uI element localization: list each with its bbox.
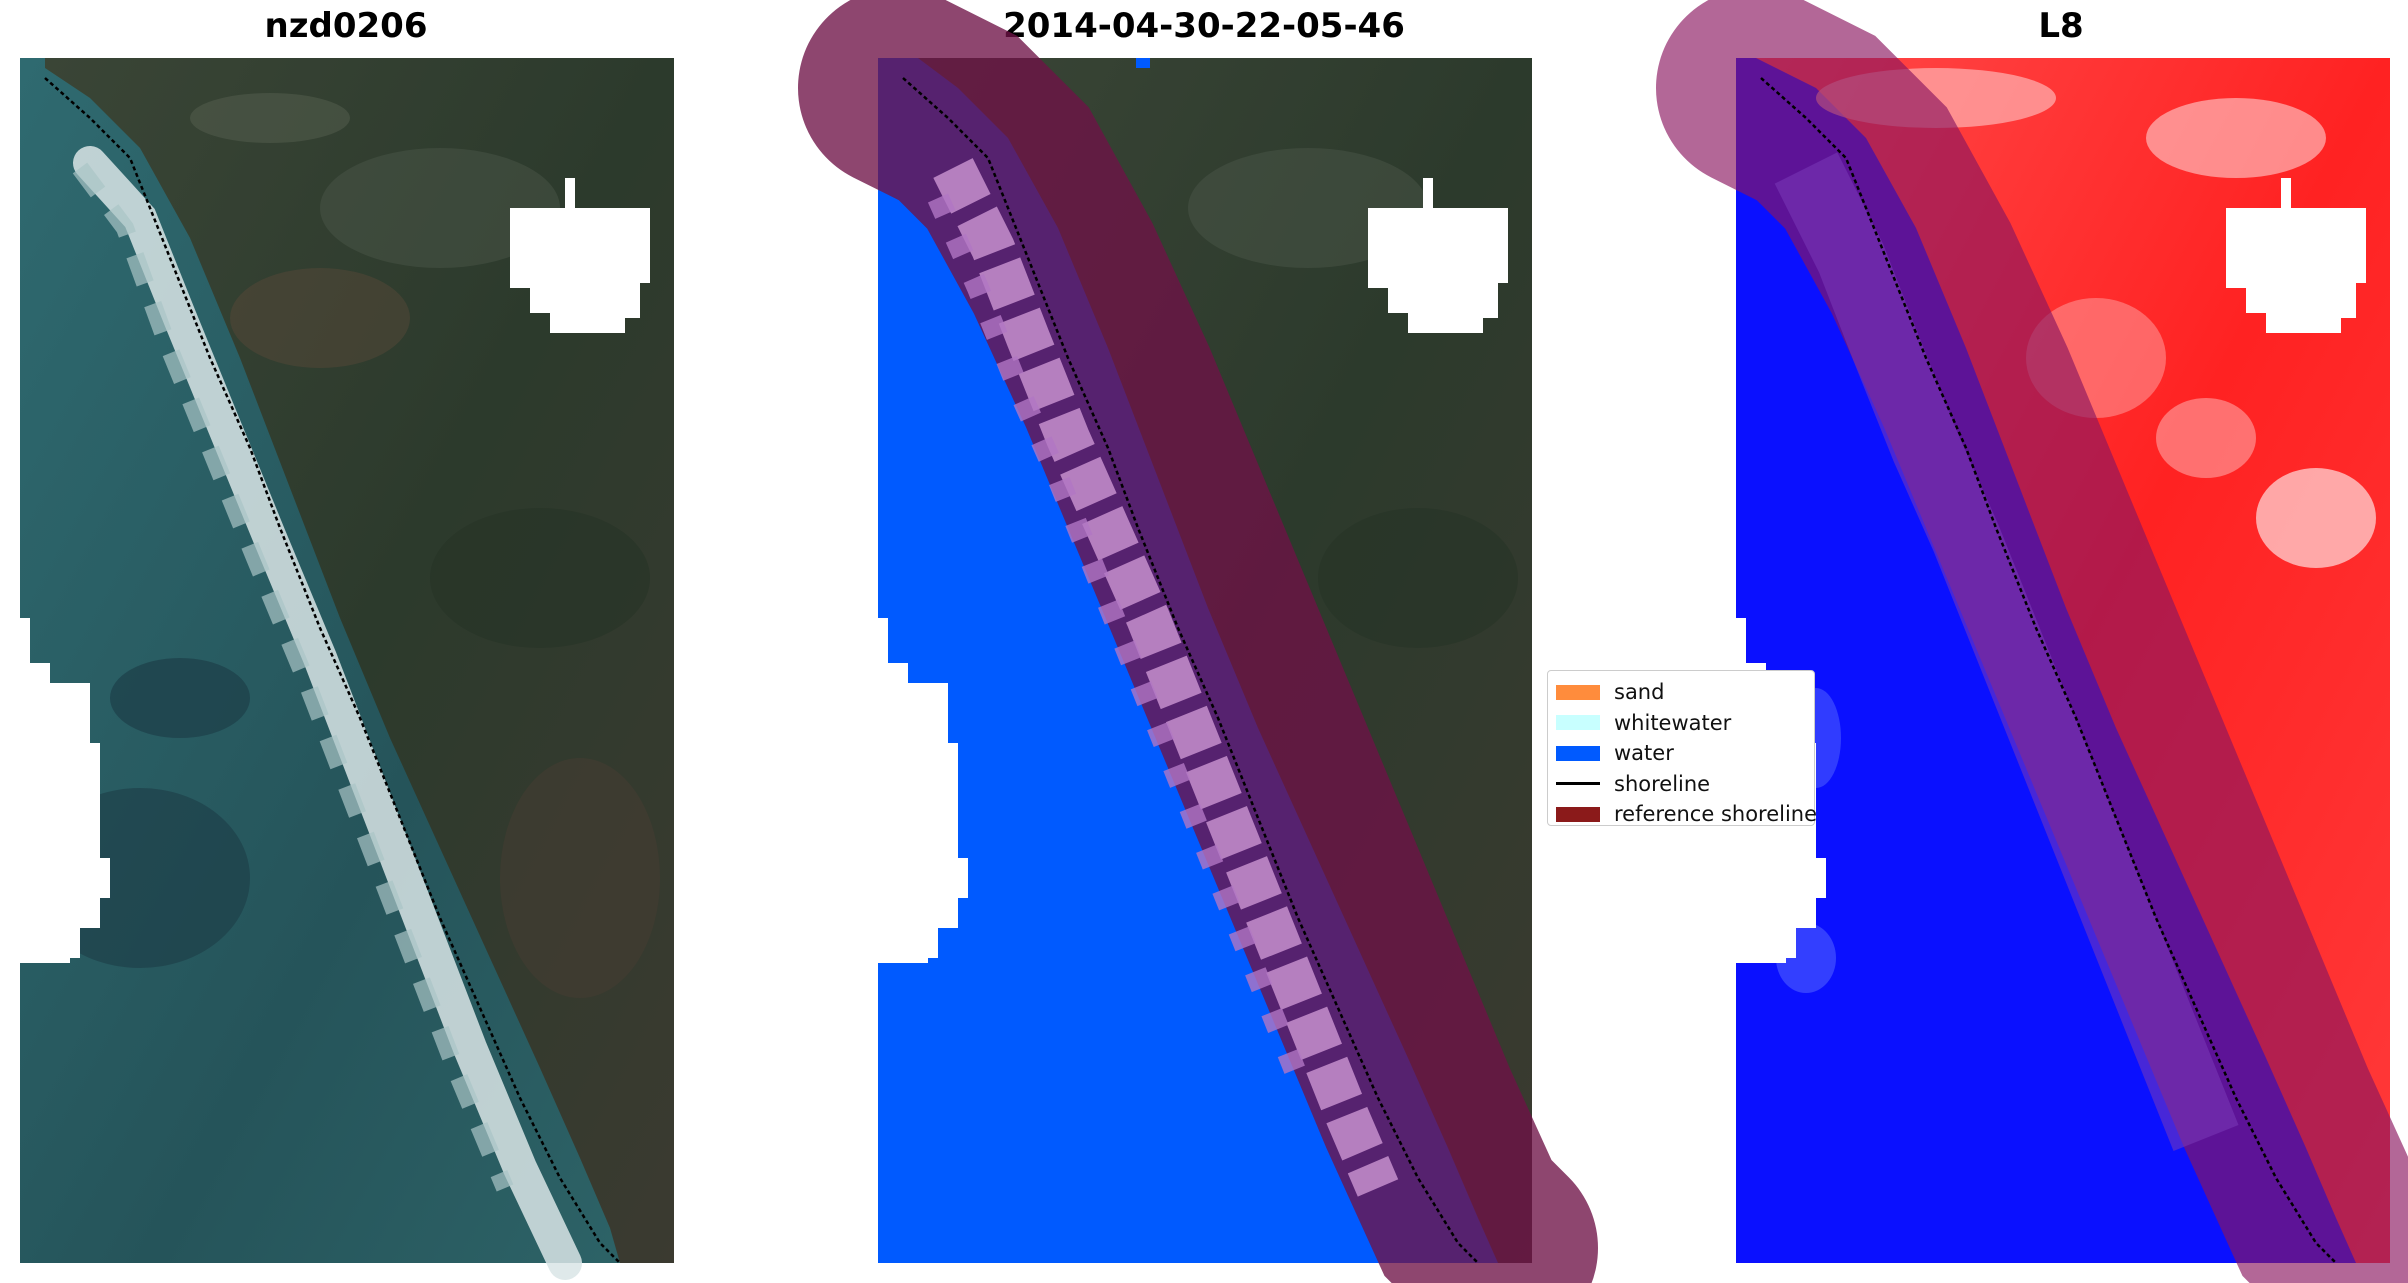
cloud-mask — [1368, 178, 1508, 333]
sand-swatch — [1556, 684, 1600, 700]
shoreline-line — [44, 77, 621, 1264]
panel-title-index: L8 — [2038, 6, 2084, 46]
reference-shoreline-swatch — [1556, 806, 1600, 822]
legend-label-reference-shoreline: reference shoreline — [1614, 802, 1818, 827]
rgb-satellite-image — [20, 58, 674, 1280]
legend-item-shoreline: shoreline — [1556, 769, 1814, 800]
legend-label-whitewater: whitewater — [1614, 710, 1732, 735]
legend-label-sand: sand — [1614, 680, 1665, 705]
surf-zone — [73, 146, 582, 1280]
shoreline-line — [902, 77, 1479, 1264]
shoreline-line-swatch — [1556, 782, 1600, 786]
classified-image — [798, 0, 1598, 1283]
reference-shoreline-band — [798, 0, 1598, 1283]
index-image — [1656, 0, 2408, 1283]
cloud-mask — [2226, 178, 2366, 333]
legend-label-water: water — [1614, 741, 1674, 766]
legend: sand whitewater water shoreline referenc… — [1547, 670, 1817, 826]
nodata-mask — [20, 618, 110, 963]
water-swatch — [1556, 745, 1600, 761]
land-area — [45, 58, 674, 1263]
legend-label-shoreline: shoreline — [1614, 771, 1711, 796]
shoreline-line — [1760, 77, 2337, 1264]
legend-item-sand: sand — [1556, 677, 1814, 708]
panel-title-classified: 2014-04-30-22-05-46 — [1003, 6, 1405, 46]
nodata-mask — [878, 618, 968, 963]
legend-item-reference-shoreline: reference shoreline — [1556, 799, 1818, 830]
whitewater-swatch — [1556, 715, 1600, 731]
panel-title-rgb: nzd0206 — [264, 6, 428, 46]
reference-shoreline-band — [1656, 0, 2408, 1283]
legend-item-water: water — [1556, 738, 1814, 769]
cloud-mask — [510, 178, 650, 333]
legend-item-whitewater: whitewater — [1556, 708, 1814, 739]
